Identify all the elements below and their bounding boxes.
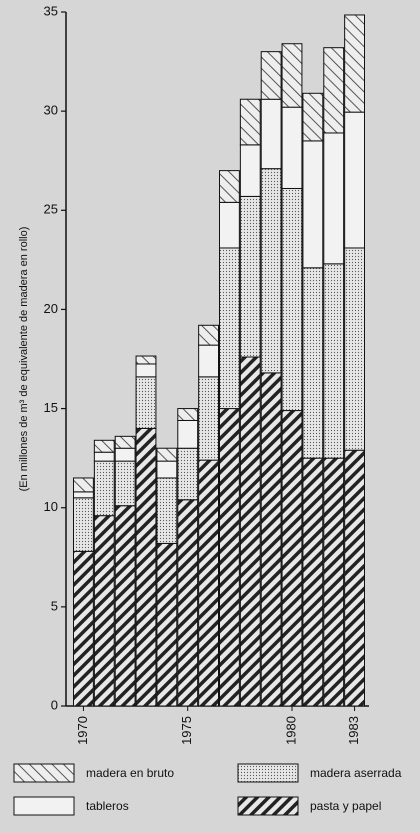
bar-segment	[239, 144, 261, 197]
legend-swatch	[237, 763, 299, 783]
bar-segment	[323, 457, 345, 707]
y-tick-label: 35	[44, 3, 58, 18]
bar-segment	[135, 376, 157, 429]
bar-segment	[344, 449, 365, 707]
bar-segment	[302, 92, 324, 142]
y-tick-label: 20	[44, 301, 58, 316]
bar-segment	[302, 457, 324, 707]
bar-segment	[177, 447, 199, 501]
bar-segment	[260, 98, 282, 170]
legend-label: madera aserrada	[310, 766, 402, 780]
x-tick-label: 1983	[346, 716, 361, 745]
bar-segment	[219, 408, 240, 707]
bar-segment	[156, 542, 178, 707]
x-tick-label: 1970	[75, 716, 90, 745]
y-tick-label: 30	[44, 103, 58, 118]
y-tick-label: 10	[44, 499, 58, 514]
bar-segment	[73, 477, 94, 493]
bar-segment	[73, 497, 94, 552]
bar-segment	[114, 447, 136, 462]
bar-segment	[323, 263, 345, 459]
bar-segment	[177, 408, 199, 421]
bar-segment	[281, 187, 303, 412]
x-tick-label: 1975	[179, 716, 194, 745]
bar-segment	[156, 477, 178, 544]
bar-segment	[239, 356, 261, 707]
bar-segment	[114, 460, 136, 507]
x-tick-label: 1980	[283, 716, 298, 745]
y-tick-label: 15	[44, 400, 58, 415]
bar-segment	[198, 344, 219, 378]
bar-segment	[344, 247, 365, 451]
legend-swatch	[237, 796, 299, 816]
bar-segment	[302, 267, 324, 459]
bar-segment	[198, 324, 219, 346]
legend-swatch	[13, 763, 75, 783]
bar-segment	[344, 111, 365, 249]
bar-segment	[93, 460, 115, 517]
legend-swatch	[13, 796, 75, 816]
y-axis-label: (En millones de m³ de equivalente de mad…	[18, 227, 30, 492]
bar-segment	[323, 132, 345, 265]
y-tick-label: 0	[51, 697, 58, 712]
bar-segment	[177, 419, 199, 449]
bar-segment	[135, 363, 157, 378]
bar-segment	[281, 410, 303, 707]
legend-label: pasta y papel	[310, 799, 381, 813]
bar-segment	[93, 515, 115, 707]
bar-segment	[323, 47, 345, 134]
bar-segment	[239, 98, 261, 146]
y-tick-label: 25	[44, 202, 58, 217]
bar-segment	[114, 505, 136, 707]
bar-segment	[260, 51, 282, 100]
bar-segment	[93, 451, 115, 462]
bar-segment	[281, 106, 303, 189]
y-tick-label: 5	[51, 598, 58, 613]
legend-label: madera en bruto	[86, 766, 174, 780]
bar-segment	[156, 447, 178, 462]
bar-segment	[219, 201, 240, 249]
bar-segment	[73, 550, 94, 707]
bar-segment	[260, 372, 282, 707]
bar-segment	[135, 355, 157, 365]
bar-segment	[198, 459, 219, 707]
bar-segment	[219, 247, 240, 410]
bar-segment	[198, 376, 219, 461]
bar-segment	[156, 460, 178, 479]
bar-segment	[260, 168, 282, 374]
legend-label: tableros	[86, 799, 129, 813]
bar-segment	[135, 427, 157, 707]
bar-segment	[302, 140, 324, 269]
bar-segment	[114, 435, 136, 449]
bar-segment	[281, 43, 303, 108]
bar-segment	[93, 439, 115, 453]
bar-segment	[239, 195, 261, 358]
bar-segment	[73, 491, 94, 499]
bar-segment	[219, 170, 240, 203]
bar-segment	[177, 499, 199, 707]
bar-segment	[344, 14, 365, 113]
